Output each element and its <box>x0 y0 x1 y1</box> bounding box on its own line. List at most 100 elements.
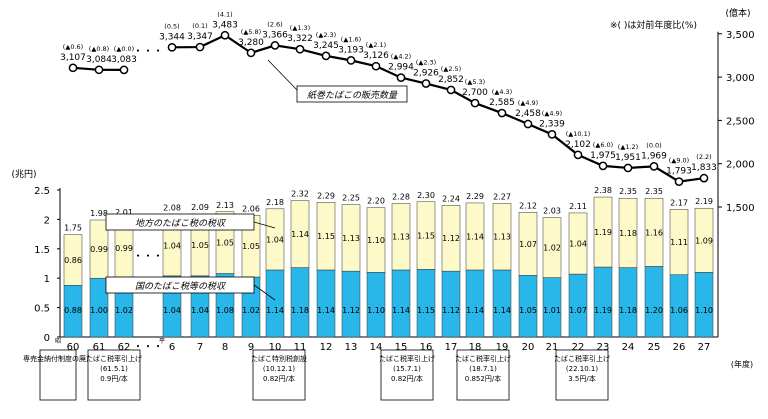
sales-value-label: 3,322 <box>287 34 313 44</box>
sales-pct-label: (▲4.9) <box>542 109 562 117</box>
sales-point <box>270 41 280 50</box>
bar-local <box>341 204 361 272</box>
bar-national <box>316 269 336 338</box>
bar-label-total: 2.28 <box>392 193 410 202</box>
bar-label-local: 1.02 <box>543 244 561 253</box>
bar-local <box>441 205 461 272</box>
bar-label-national: 1.18 <box>291 306 309 315</box>
x-tick-label: 22 <box>572 342 585 353</box>
bar-local <box>694 207 714 273</box>
bar-label-local: 1.10 <box>367 236 385 245</box>
bar-national <box>265 269 285 338</box>
sales-value-label: 3,347 <box>187 32 213 42</box>
sales-pct-label: (▲1.3) <box>290 24 310 32</box>
sales-point <box>421 79 431 88</box>
sales-point <box>446 85 456 95</box>
legend-sales-line-box <box>296 85 408 103</box>
bar-label-national: 1.07 <box>569 306 587 315</box>
sales-value-label: 2,458 <box>515 109 541 119</box>
x-tick-label: 23 <box>597 342 610 353</box>
sales-pct-label: (0.1) <box>192 22 207 30</box>
bar-local <box>89 219 109 279</box>
event-text: たばこ税率引上げ <box>554 354 610 363</box>
sales-pct-label: (▲4.2) <box>391 53 411 61</box>
bar-local <box>518 212 538 276</box>
sales-value-label: 3,193 <box>338 45 364 55</box>
sales-pct-label: (▲10.1) <box>566 130 591 138</box>
bar-label-national: 0.88 <box>64 306 82 315</box>
sales-pct-label: (▲2.1) <box>366 41 386 49</box>
x-tick-label: 12 <box>320 342 333 353</box>
bar-national <box>465 269 485 338</box>
x-tick-label: 25 <box>648 342 661 353</box>
event-text: たばこ特別税創設 <box>251 354 307 363</box>
bar-local <box>593 196 613 268</box>
bar-label-national: 1.04 <box>163 306 181 315</box>
sales-point <box>94 65 104 75</box>
sales-point <box>598 161 608 171</box>
sales-value-label: 2,339 <box>539 119 565 129</box>
legend-national-tax: 国のたばこ税等の税収 <box>135 281 226 292</box>
bar-label-total: 2.24 <box>442 194 460 203</box>
bar-label-total: 2.35 <box>645 187 663 196</box>
sales-value-label: 3,245 <box>313 41 339 51</box>
sales-value-label: 3,344 <box>159 32 185 42</box>
bar-label-total: 2.29 <box>466 192 484 201</box>
bar-label-local: 1.15 <box>317 232 335 241</box>
sales-value-label: 1,969 <box>641 151 667 161</box>
event-box <box>380 349 434 401</box>
legend-sales-line: 紙巻たばこの販売数量 <box>307 90 398 101</box>
sales-value-label: 2,852 <box>438 75 464 85</box>
bar-local <box>568 212 588 275</box>
sales-value-label: 3,107 <box>60 53 86 63</box>
sales-pct-label: (▲9.0) <box>669 157 689 165</box>
bar-label-total: 2.38 <box>594 186 612 195</box>
bar-local <box>416 201 436 270</box>
bar-label-total: 2.29 <box>317 191 335 200</box>
event-text: 0.9円/本 <box>100 374 128 383</box>
x-tick-label: 17 <box>445 342 458 353</box>
bar-national <box>416 269 436 338</box>
bar-label-local: 1.14 <box>291 230 309 239</box>
sales-value-label: 3,280 <box>238 38 264 48</box>
y-tick-label-left: 2.5 <box>34 186 50 197</box>
x-tick-label: 18 <box>469 342 482 353</box>
bar-label-total: 2.35 <box>619 187 637 196</box>
x-tick-label: 16 <box>420 342 433 353</box>
bar-label-total: 2.18 <box>266 198 284 207</box>
bar-label-national: 1.20 <box>645 306 663 315</box>
bar-label-total: 2.11 <box>569 202 587 211</box>
sales-point <box>523 119 533 129</box>
event-text: (61.5.1) <box>100 365 128 373</box>
bar-local <box>391 203 411 271</box>
bar-label-total: 2.19 <box>695 197 713 206</box>
bar-label-national: 1.19 <box>594 306 612 315</box>
bar-label-total: 2.06 <box>242 204 260 213</box>
x-era-prefix-showa: 昭 <box>55 338 61 345</box>
x-axis-unit: (年度) <box>731 359 753 369</box>
x-tick-label: 7 <box>197 342 203 353</box>
bar-label-national: 1.12 <box>342 306 360 315</box>
bar-national <box>341 270 361 338</box>
bar-label-national: 1.14 <box>466 306 484 315</box>
bar-label-national: 1.04 <box>191 306 209 315</box>
bar-national <box>593 266 613 338</box>
bar-local <box>465 202 485 271</box>
bar-label-local: 0.86 <box>64 256 82 265</box>
sales-point <box>195 42 205 52</box>
bar-local <box>669 209 689 275</box>
bar-local <box>492 203 512 271</box>
bar-national <box>391 269 411 338</box>
x-tick-label: 14 <box>370 342 383 353</box>
x-tick-label: 9 <box>248 342 254 353</box>
bar-label-national: 1.18 <box>619 306 637 315</box>
bar-label-local: 0.99 <box>90 245 108 254</box>
bar-label-local: 1.14 <box>466 232 484 241</box>
bar-gap-ellipsis: ・・・ <box>133 251 163 262</box>
y-tick-label-left: 2 <box>44 215 50 226</box>
bar-label-local: 1.04 <box>163 241 181 250</box>
x-tick-label: 19 <box>496 342 509 353</box>
bar-label-national: 1.14 <box>266 306 284 315</box>
bar-label-total: 2.25 <box>342 194 360 203</box>
